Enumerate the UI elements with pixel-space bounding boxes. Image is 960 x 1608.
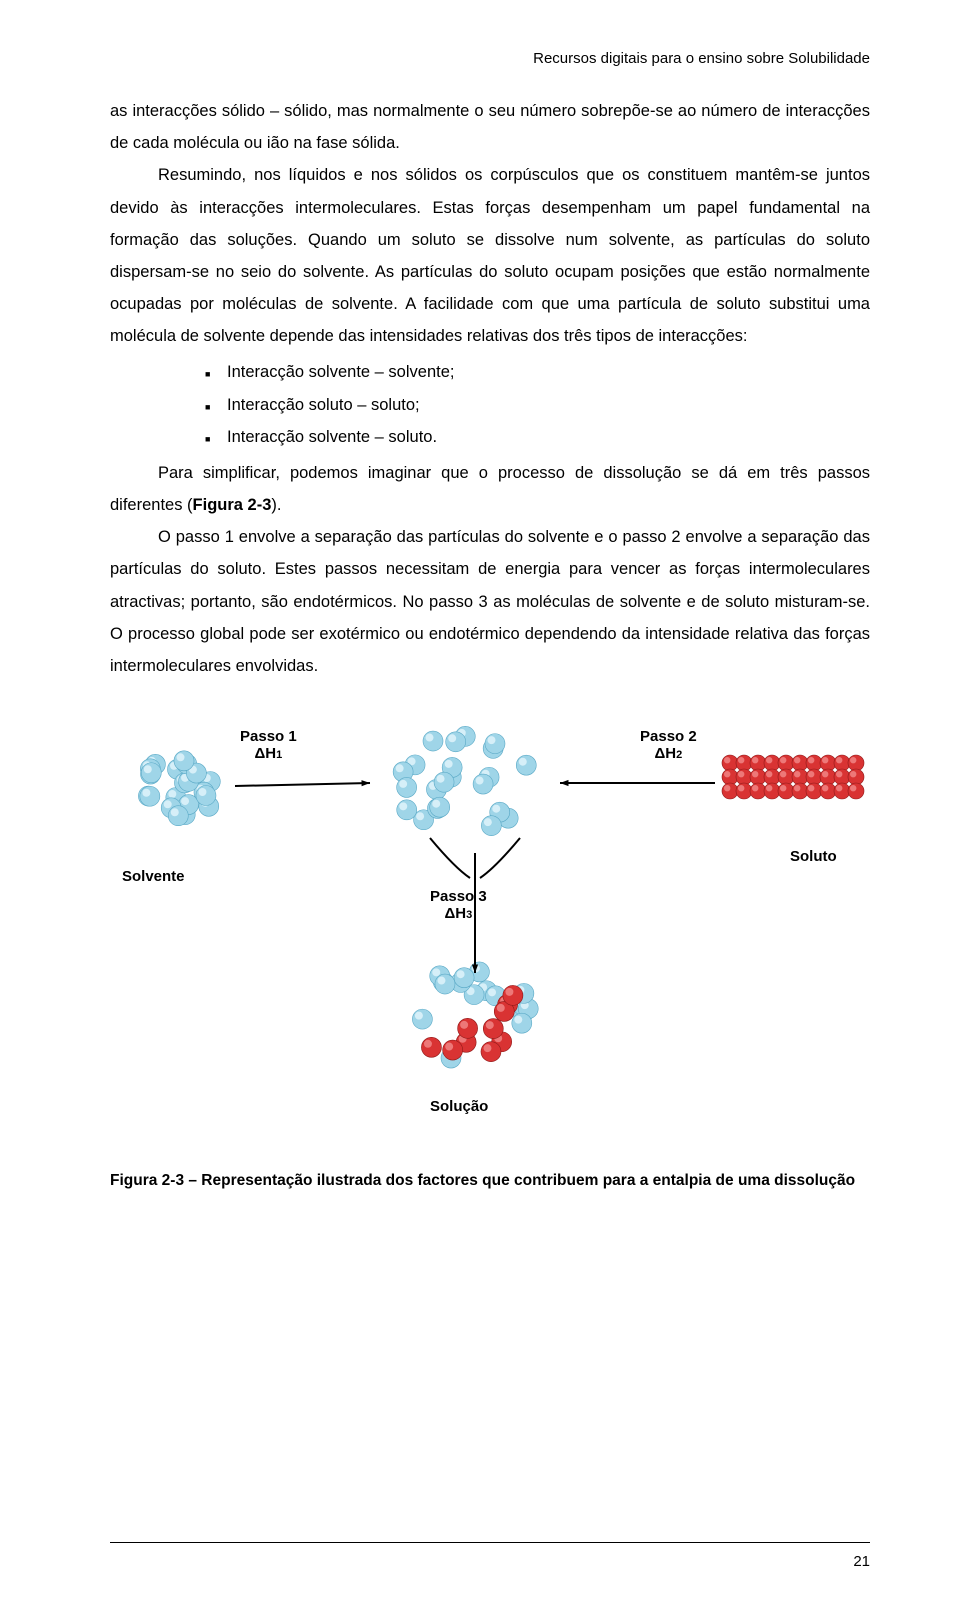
- footer-rule: [110, 1542, 870, 1543]
- paragraph-2: Para simplificar, podemos imaginar que o…: [110, 457, 870, 521]
- list-item: Interacção solvente – solvente;: [205, 356, 870, 388]
- dissolution-diagram: Passo 1 ΔH1 Passo 2 ΔH2 Solvente Soluto …: [110, 718, 870, 1138]
- solvent-label: Solvente: [122, 868, 185, 885]
- passo2-label: Passo 2 ΔH2: [640, 728, 697, 762]
- interaction-list: Interacção solvente – solvente; Interacç…: [205, 356, 870, 453]
- figure-caption: Figura 2-3 – Representação ilustrada dos…: [110, 1166, 870, 1196]
- figure-ref: Figura 2-3: [193, 496, 272, 514]
- page-header: Recursos digitais para o ensino sobre So…: [110, 50, 870, 67]
- solute-label: Soluto: [790, 848, 837, 865]
- passo3-label: Passo 3 ΔH3: [430, 888, 487, 922]
- passo1-label: Passo 1 ΔH1: [240, 728, 297, 762]
- solution-label: Solução: [430, 1098, 488, 1115]
- paragraph-3: O passo 1 envolve a separação das partíc…: [110, 521, 870, 682]
- list-item: Interacção solvente – soluto.: [205, 421, 870, 453]
- page-number: 21: [853, 1553, 870, 1570]
- diagram-svg: [110, 718, 870, 1138]
- paragraph-1a: as interacções sólido – sólido, mas norm…: [110, 95, 870, 159]
- paragraph-1b: Resumindo, nos líquidos e nos sólidos os…: [110, 159, 870, 352]
- list-item: Interacção soluto – soluto;: [205, 389, 870, 421]
- para2-end: ).: [271, 496, 281, 514]
